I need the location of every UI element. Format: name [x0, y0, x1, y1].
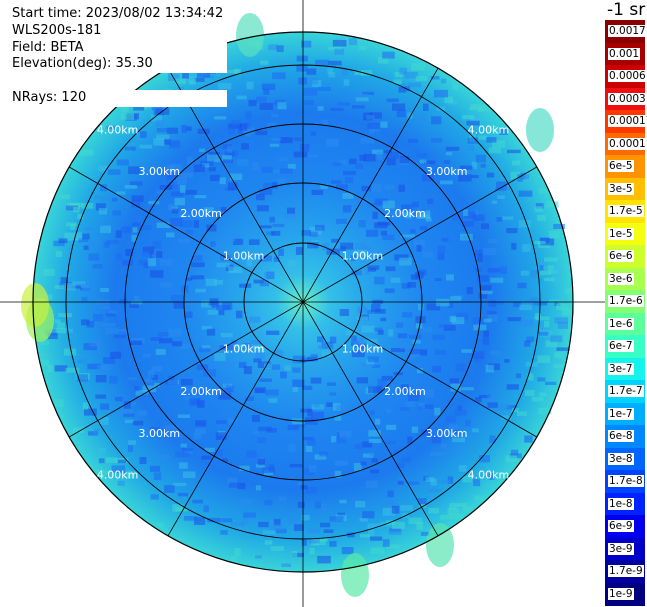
range-label: 2.00km: [180, 385, 222, 398]
field-text: Field: BETA: [11, 39, 86, 57]
range-label: 3.00km: [426, 427, 468, 440]
colorbar-tick-label: 3e-5: [608, 182, 634, 195]
colorbar-units: -1 sr: [607, 0, 646, 20]
range-label: 3.00km: [139, 427, 181, 440]
colorbar-tick-label: 1e-8: [608, 497, 634, 510]
range-label: 5.00km: [509, 82, 551, 95]
colorbar-tick-label: 6e-8: [608, 430, 634, 443]
range-label: 2.00km: [180, 207, 222, 220]
colorbar-tick-label: 6e-5: [608, 160, 634, 173]
range-label: 5.00km: [55, 510, 97, 523]
colorbar-tick-label: 3e-7: [608, 362, 634, 375]
colorbar-tick-label: 0.0001: [608, 137, 647, 150]
range-labels: 1.00km 1.00km 1.00km 1.00km 2.00km 2.00km 2.00…: [55, 82, 551, 524]
colorbar-tick-label: 6e-7: [608, 340, 634, 353]
azimuth-spokes: [0, 0, 605, 607]
range-label: 3.00km: [426, 165, 468, 178]
elevation-text: Elevation(deg): 35.30: [11, 56, 155, 74]
colorbar-tick-label: 1e-6: [608, 317, 634, 330]
range-label: 1.00km: [342, 343, 384, 356]
range-label: 4.00km: [97, 469, 139, 482]
colorbar-tick-label: 1.7e-6: [608, 295, 644, 308]
range-label: 2.00km: [384, 207, 426, 220]
range-label: 2.00km: [384, 385, 426, 398]
colorbar-tick-label: 1.7e-8: [608, 475, 644, 488]
colorbar-tick-label: 1e-9: [608, 587, 634, 600]
colorbar: 0.0017 0.001 0.0006 0.0003 0.00017 0.0001 6e-5…: [605, 20, 647, 606]
range-label: 4.00km: [468, 123, 510, 136]
colorbar-tick-label: 0.001: [608, 47, 641, 60]
colorbar-tick-label: 1.7e-5: [608, 205, 644, 218]
range-label: 4.00km: [468, 469, 510, 482]
colorbar-tick-label: 3e-9: [608, 542, 634, 555]
colorbar-tick-label: 6e-6: [608, 250, 634, 263]
scan-info-panel: Start time: 2023/08/02 13:34:42 WLS200s-…: [10, 6, 228, 107]
instrument-text: WLS200s-181: [11, 22, 104, 40]
colorbar-tick-label: 6e-9: [608, 520, 634, 533]
range-label: 4.00km: [97, 123, 139, 136]
range-label: 5.00km: [509, 510, 551, 523]
range-label: 3.00km: [139, 165, 181, 178]
colorbar-tick-label: 0.0006: [608, 70, 647, 83]
colorbar-tick-label: 3e-8: [608, 452, 634, 465]
colorbar-tick-label: 0.00017: [608, 115, 647, 128]
colorbar-tick-label: 0.0017: [608, 25, 647, 38]
colorbar-tick-label: 1.7e-9: [608, 565, 644, 578]
start-time-text: Start time: 2023/08/02 13:34:42: [11, 6, 226, 23]
range-label: 1.00km: [342, 249, 384, 262]
range-label: 1.00km: [223, 343, 265, 356]
range-label: 1.00km: [223, 249, 265, 262]
colorbar-tick-label: 0.0003: [608, 92, 647, 105]
azimuth-spoke: [167, 67, 439, 537]
colorbar-tick-label: 1e-5: [608, 227, 634, 240]
colorbar-tick-label: 1.7e-7: [608, 385, 644, 398]
polar-scan-plot: 1.00km 1.00km 1.00km 1.00km 2.00km 2.00km 2.00…: [0, 0, 605, 607]
colorbar-tick-label: 1e-7: [608, 407, 634, 420]
colorbar-tick-label: 3e-6: [608, 272, 634, 285]
nrays-text: NRays: 120: [11, 89, 89, 107]
